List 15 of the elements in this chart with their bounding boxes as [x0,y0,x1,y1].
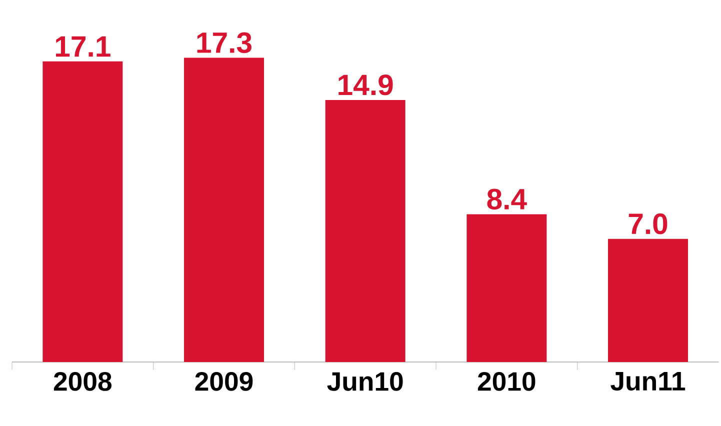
x-tick-label: 2010 [478,372,536,391]
x-tick-label: Jun10 [327,372,403,391]
x-tick-label: 2008 [54,372,112,391]
data-label: 14.9 [338,74,393,96]
bar [466,214,547,362]
bar [42,61,123,362]
data-label: 17.1 [56,36,110,57]
data-label: 8.4 [487,188,527,210]
data-label: 7.0 [628,213,668,234]
bar [184,58,264,362]
bar [325,100,406,362]
x-tick-label: Jun11 [610,372,686,391]
data-label: 17.3 [197,32,252,54]
x-tick-label: 2009 [195,372,253,391]
bar [608,238,688,362]
